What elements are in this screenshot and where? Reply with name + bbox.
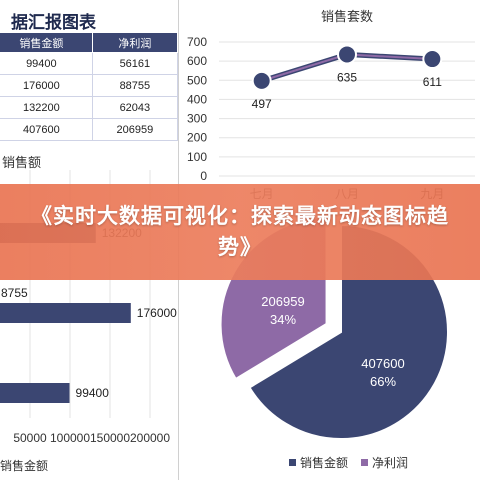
y-tick-label: 700 (187, 35, 207, 49)
y-tick-label: 200 (187, 131, 207, 145)
bar-chart-title: 销售额 (2, 155, 42, 170)
table-cell[interactable]: 56161 (91, 52, 179, 75)
table-header-sales: 销售金额 (0, 32, 93, 53)
table-cell[interactable]: 88755 (91, 74, 179, 97)
data-point (422, 49, 443, 70)
legend-swatch (289, 459, 296, 466)
sheet-title-text: 据汇报图表 (11, 13, 96, 32)
table-header-row: 销售金额 净利润 (0, 32, 179, 53)
table-row: 99400 56161 (0, 52, 179, 75)
y-tick-label: 100 (187, 150, 207, 164)
x-tick-label: 200000 (130, 431, 170, 445)
table-row: 407600 206959 (0, 118, 179, 141)
pie-value-label: 206959 (261, 294, 304, 309)
table-row: 132200 62043 (0, 96, 179, 119)
line-chart-title: 销售套数 (321, 9, 373, 24)
pie-percent-label: 66% (370, 374, 396, 389)
point-data-label: 635 (337, 70, 357, 84)
y-tick-label: 600 (187, 54, 207, 68)
y-tick-label: 0 (200, 169, 207, 183)
table-cell[interactable]: 176000 (0, 74, 93, 97)
x-tick-label: 100000 (50, 431, 90, 445)
pie-percent-label: 34% (270, 312, 296, 327)
title-banner: 《实时大数据可视化：探索最新动态图标趋势》 (0, 184, 480, 280)
line-chart[interactable]: 销售套数0100200300400500600700七月八月九月49763561… (179, 0, 480, 200)
bar-side-label: 8755 (1, 286, 28, 300)
table-cell[interactable]: 62043 (91, 96, 179, 119)
summary-table: 销售金额 净利润 99400 56161 176000 88755 132200… (0, 32, 179, 141)
x-tick-label: 150000 (90, 431, 130, 445)
y-tick-label: 300 (187, 112, 207, 126)
point-data-label: 611 (423, 75, 442, 89)
bar-data-label: 176000 (137, 306, 177, 320)
y-tick-label: 500 (187, 73, 207, 87)
data-point (337, 44, 357, 65)
legend-label: 净利润 (372, 456, 408, 470)
y-tick-label: 400 (187, 92, 207, 106)
sheet-title: 据汇报图表 (0, 6, 178, 32)
table-header-profit: 净利润 (91, 32, 179, 53)
table-cell[interactable]: 407600 (0, 118, 93, 141)
bar (0, 303, 131, 323)
point-data-label: 497 (252, 97, 272, 111)
table-row: 176000 88755 (0, 74, 179, 97)
x-axis-title: 销售金额 (0, 458, 48, 473)
pie-value-label: 407600 (361, 356, 404, 371)
legend-label: 销售金额 (300, 455, 348, 470)
table-cell[interactable]: 99400 (0, 52, 93, 75)
bar (0, 383, 70, 403)
table-cell[interactable]: 206959 (91, 118, 179, 141)
x-tick-label: 50000 (13, 431, 47, 445)
data-point (251, 70, 272, 91)
legend-swatch (361, 459, 368, 466)
table-cell[interactable]: 132200 (0, 96, 93, 119)
banner-title: 《实时大数据可视化：探索最新动态图标趋势》 (31, 205, 449, 259)
bar-data-label: 99400 (76, 386, 110, 400)
